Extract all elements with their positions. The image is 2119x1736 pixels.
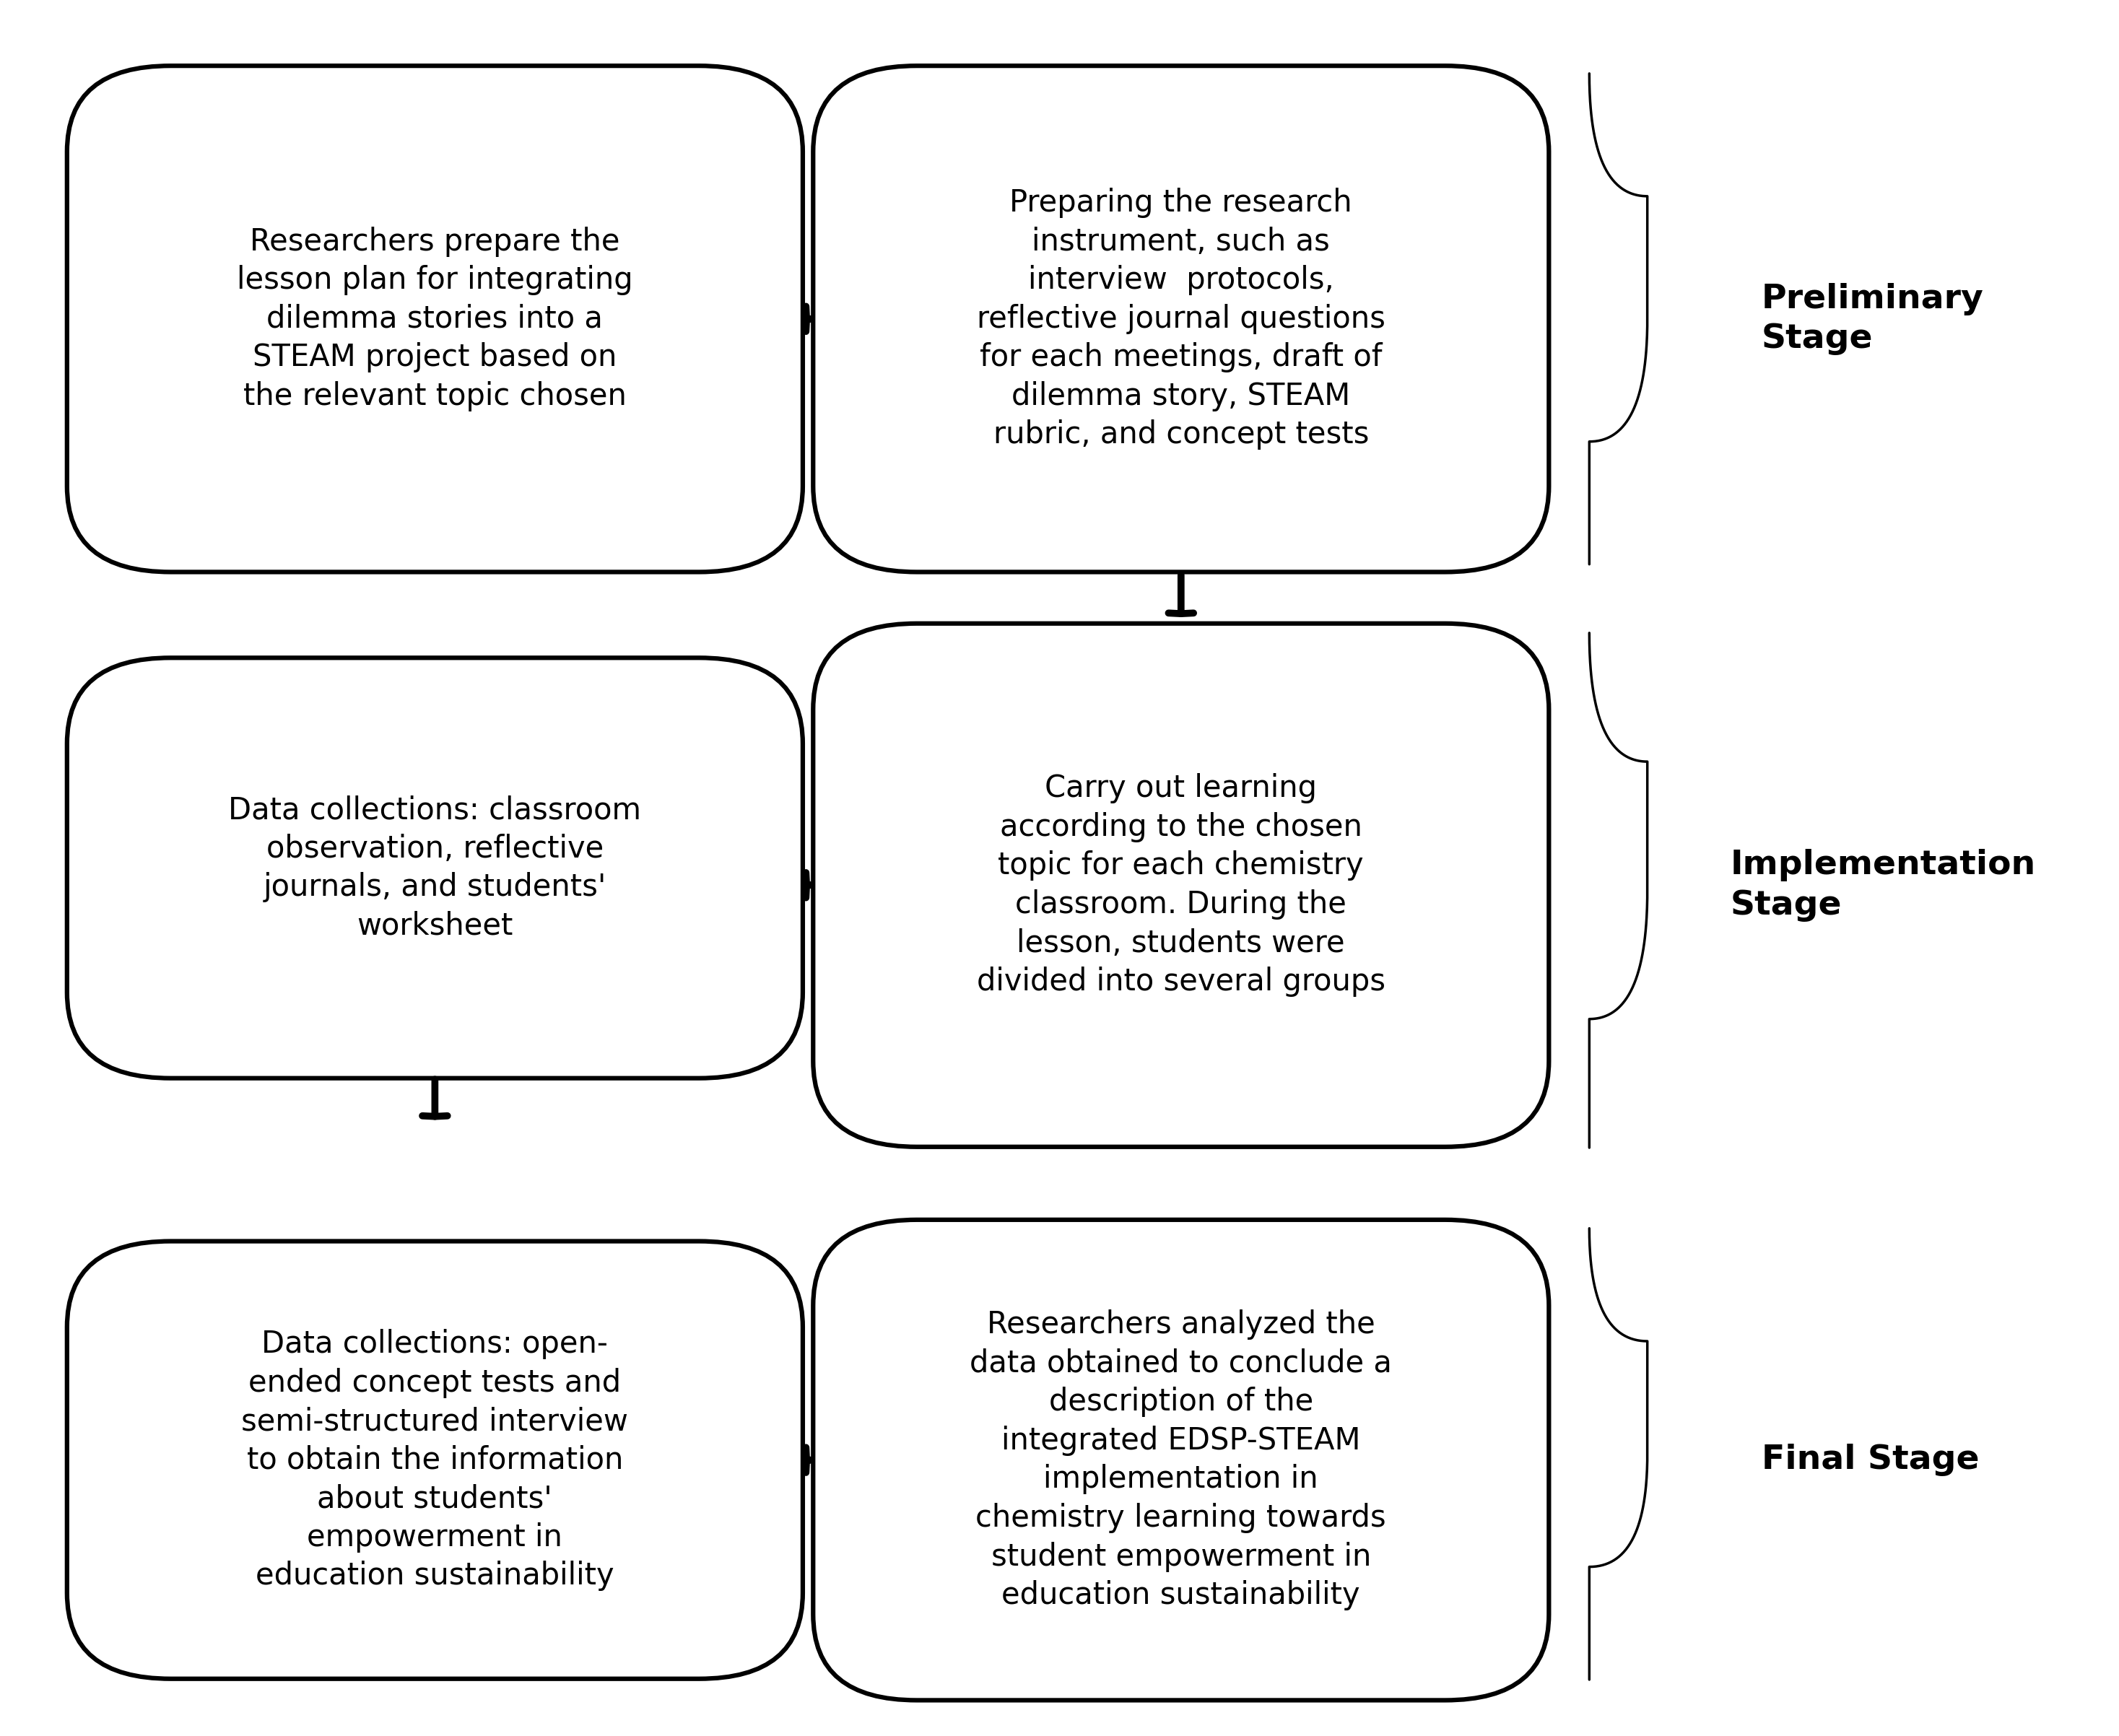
Text: Carry out learning
according to the chosen
topic for each chemistry
classroom. D: Carry out learning according to the chos… xyxy=(977,773,1386,996)
Text: Final Stage: Final Stage xyxy=(1761,1444,1979,1476)
Text: Data collections: open-
ended concept tests and
semi-structured interview
to obt: Data collections: open- ended concept te… xyxy=(242,1328,629,1592)
FancyBboxPatch shape xyxy=(814,623,1549,1147)
Text: Data collections: classroom
observation, reflective
journals, and students'
work: Data collections: classroom observation,… xyxy=(229,795,642,941)
Text: Researchers analyzed the
data obtained to conclude a
description of the
integrat: Researchers analyzed the data obtained t… xyxy=(971,1309,1392,1611)
Text: Implementation
Stage: Implementation Stage xyxy=(1731,849,2036,922)
FancyBboxPatch shape xyxy=(814,1220,1549,1700)
FancyBboxPatch shape xyxy=(814,66,1549,571)
Text: Preliminary
Stage: Preliminary Stage xyxy=(1761,283,1983,356)
FancyBboxPatch shape xyxy=(68,66,803,571)
FancyBboxPatch shape xyxy=(68,658,803,1078)
FancyBboxPatch shape xyxy=(68,1241,803,1679)
Text: Preparing the research
instrument, such as
interview  protocols,
reflective jour: Preparing the research instrument, such … xyxy=(977,187,1386,450)
Text: Researchers prepare the
lesson plan for integrating
dilemma stories into a
STEAM: Researchers prepare the lesson plan for … xyxy=(237,226,634,411)
